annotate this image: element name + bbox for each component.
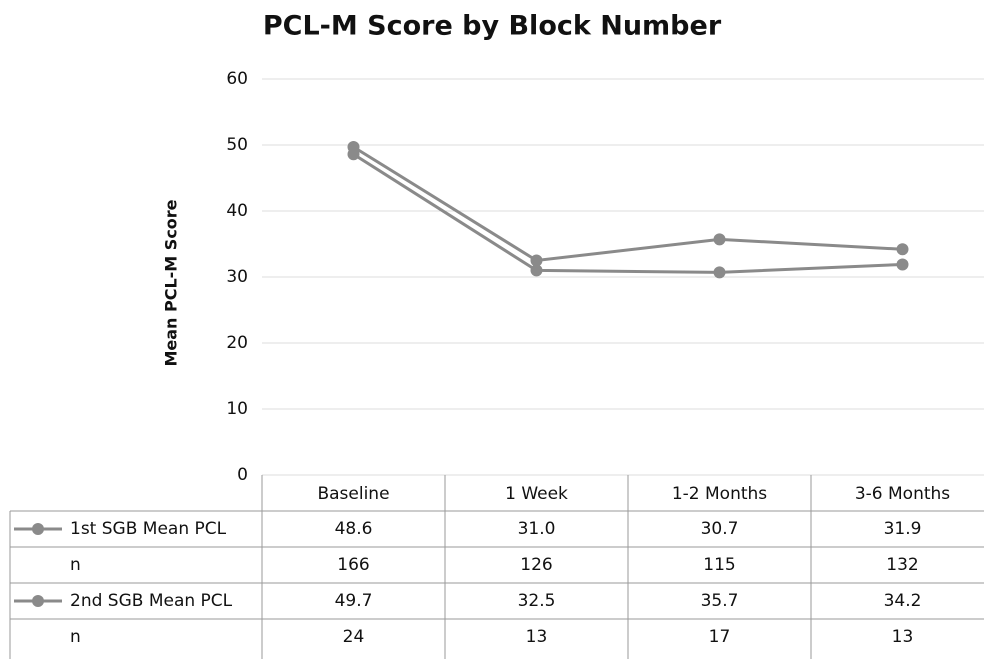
table-value: 166 [337, 555, 369, 575]
x-tick-label: Baseline [317, 484, 389, 504]
table-value: 49.7 [335, 591, 373, 611]
data-point [896, 258, 909, 271]
series-line [352, 145, 903, 263]
data-point [347, 140, 360, 153]
x-tick-label: 1-2 Months [672, 484, 767, 504]
y-axis-label: Mean PCL-M Score [162, 199, 181, 366]
data-point [713, 266, 726, 279]
table-value: 48.6 [335, 519, 373, 539]
table-value: 13 [526, 627, 548, 647]
row-label: n [70, 627, 81, 647]
y-tick-label: 10 [226, 399, 248, 419]
table-value: 24 [343, 627, 365, 647]
x-tick-label: 3-6 Months [855, 484, 950, 504]
data-point [530, 264, 543, 277]
table-value: 13 [892, 627, 914, 647]
series-line [352, 152, 903, 274]
table-value: 31.9 [884, 519, 922, 539]
y-tick-label: 30 [226, 267, 248, 287]
table-value: 17 [709, 627, 731, 647]
chart-title: PCL-M Score by Block Number [263, 11, 722, 42]
y-tick-label: 50 [226, 135, 248, 155]
legend-label: 2nd SGB Mean PCL [70, 591, 233, 611]
x-tick-label: 1 Week [505, 484, 568, 504]
table-value: 35.7 [701, 591, 739, 611]
y-tick-label: 60 [226, 69, 248, 89]
table-value: 132 [886, 555, 918, 575]
data-point [896, 243, 909, 256]
legend-marker [32, 595, 44, 607]
y-tick-label: 40 [226, 201, 248, 221]
table-value: 30.7 [701, 519, 739, 539]
y-tick-label: 0 [237, 465, 248, 485]
table-value: 34.2 [884, 591, 922, 611]
data-point [713, 233, 726, 246]
data-point [530, 254, 543, 267]
legend-label: 1st SGB Mean PCL [70, 519, 227, 539]
table-value: 31.0 [518, 519, 556, 539]
y-tick-label: 20 [226, 333, 248, 353]
table-value: 32.5 [518, 591, 556, 611]
table-value: 126 [520, 555, 552, 575]
row-label: n [70, 555, 81, 575]
legend-marker [32, 523, 44, 535]
table-value: 115 [703, 555, 735, 575]
